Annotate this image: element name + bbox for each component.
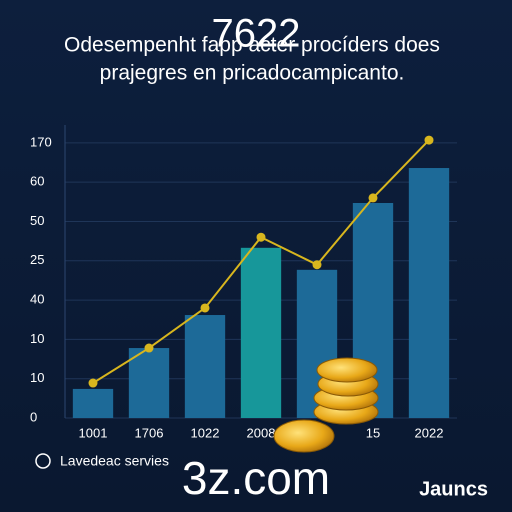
chart-subtitle: prajegres en pricadocampicanto.: [100, 62, 405, 85]
x-tick-label: 1706: [135, 425, 164, 440]
footer-left: Lavedeac servies: [60, 453, 169, 469]
chart-title: Odesempenht fapp acter procíders does: [64, 34, 440, 57]
line-point: [88, 378, 98, 388]
y-tick-label: 50: [30, 213, 44, 228]
bar: [72, 388, 114, 418]
y-tick-label: 170: [30, 134, 52, 149]
x-tick-label: 2022: [415, 425, 444, 440]
line-point: [424, 135, 434, 145]
line-point: [312, 260, 322, 270]
x-tick-label: 1001: [79, 425, 108, 440]
watermark: 3z.com: [182, 452, 330, 504]
line-point: [256, 232, 266, 242]
bar: [240, 247, 282, 418]
line-point: [368, 193, 378, 203]
y-tick-label: 25: [30, 252, 44, 267]
coins: [273, 357, 379, 453]
y-tick-label: 60: [30, 174, 44, 189]
y-tick-label: 40: [30, 292, 44, 307]
bar: [408, 168, 450, 418]
x-tick-label: 1022: [191, 425, 220, 440]
y-tick-label: 0: [30, 409, 37, 424]
overlay-title: 7622: [212, 12, 301, 56]
x-tick-label: 2008: [247, 425, 276, 440]
clock-icon: [35, 453, 51, 469]
line-point: [144, 343, 154, 353]
x-tick-label: 15: [366, 425, 380, 440]
brand: Jauncs: [419, 478, 488, 500]
y-tick-label: 10: [30, 331, 44, 346]
bar: [128, 348, 170, 418]
line-point: [200, 303, 210, 313]
y-tick-label: 10: [30, 370, 44, 385]
bar: [184, 315, 226, 418]
